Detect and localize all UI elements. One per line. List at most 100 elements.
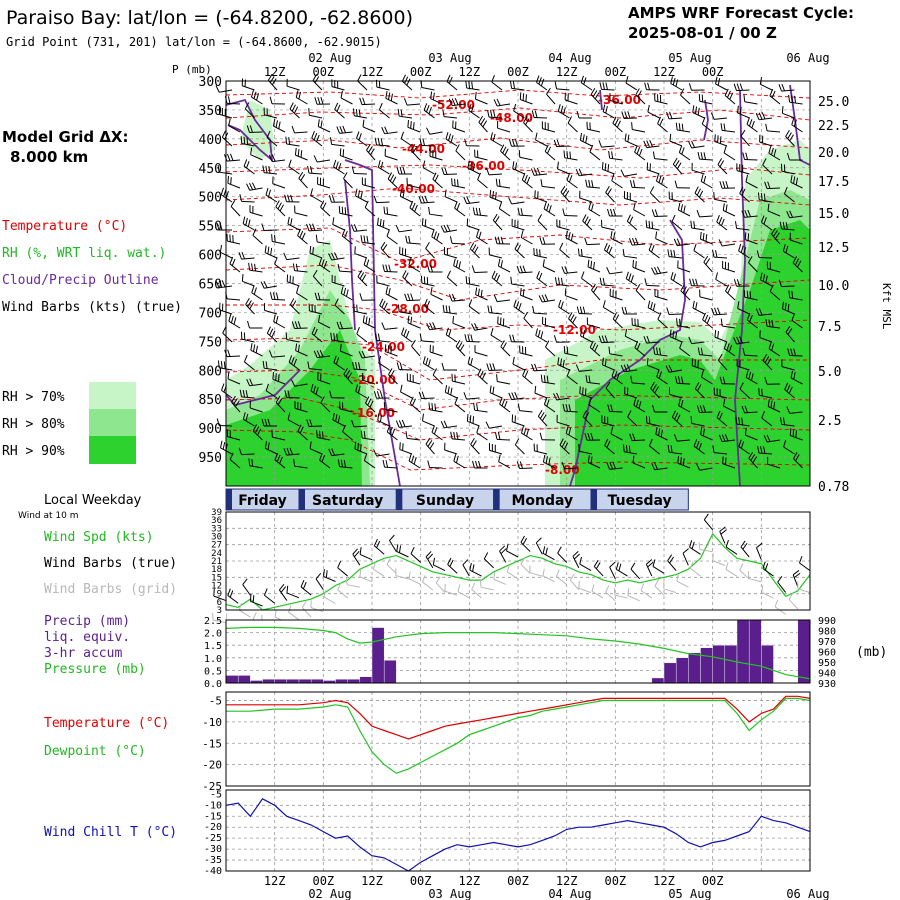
barb-feather	[493, 294, 498, 302]
barb-feather	[671, 214, 676, 222]
barb-feather	[454, 97, 459, 106]
barb-feather	[620, 364, 625, 373]
wind-speed-line	[225, 532, 811, 611]
precip-bar	[736, 619, 750, 684]
barb-feather	[332, 217, 335, 225]
barb-feather	[757, 192, 760, 200]
barb-staff	[792, 574, 799, 588]
wind-barb	[419, 138, 435, 147]
barb-staff	[655, 433, 668, 441]
wind-barb	[475, 229, 488, 245]
barb-staff	[422, 581, 434, 591]
barb-feather	[254, 426, 260, 434]
barb-feather	[500, 144, 505, 152]
wind-barb	[246, 125, 263, 133]
wind-barb	[748, 256, 758, 273]
wind-barb-true	[483, 552, 495, 569]
barb-feather	[755, 308, 760, 316]
wind-barb	[229, 256, 241, 273]
barb-feather	[491, 270, 496, 278]
wind-barb	[268, 350, 286, 358]
barb-feather	[679, 341, 683, 349]
barb-feather	[424, 219, 427, 227]
barb-staff	[536, 277, 548, 287]
barb-feather	[517, 207, 521, 216]
barb-staff	[308, 229, 323, 232]
barb-feather	[373, 538, 378, 546]
barb-feather	[654, 579, 660, 587]
wind-barb	[582, 410, 593, 427]
barb-staff	[287, 419, 300, 427]
wind-barb	[317, 314, 331, 329]
barb-feather	[503, 400, 508, 408]
barb-feather	[472, 440, 477, 447]
barb-feather	[557, 357, 560, 365]
wind-barb	[231, 395, 241, 413]
barb-feather	[478, 231, 482, 239]
wind-barb	[444, 385, 458, 399]
barb-feather	[669, 329, 672, 337]
barb-feather	[700, 369, 704, 378]
barb-feather	[536, 167, 541, 175]
barb-feather	[279, 456, 283, 464]
wind-barb	[563, 345, 578, 357]
barb-feather	[474, 91, 477, 100]
wind-barb	[560, 185, 570, 203]
barb-feather	[635, 283, 641, 291]
barb-staff	[789, 215, 803, 219]
barb-feather	[756, 250, 760, 258]
barb-feather	[238, 603, 242, 611]
barb-feather	[647, 82, 650, 90]
barb-staff	[519, 271, 533, 274]
precip-bar	[347, 679, 361, 684]
barb-feather	[275, 292, 279, 300]
barb-feather	[605, 185, 610, 193]
wind-barb	[307, 361, 323, 371]
barb-staff	[744, 215, 758, 218]
wind-tick-label: 21	[211, 557, 222, 567]
barb-staff	[295, 154, 308, 161]
wind-barb	[698, 93, 713, 105]
barb-staff	[542, 323, 556, 329]
barb-feather	[542, 568, 545, 576]
barb-feather	[433, 427, 438, 435]
barb-feather	[467, 160, 470, 169]
wind-barb	[666, 111, 683, 120]
wind-barb	[733, 279, 750, 287]
barb-staff	[564, 352, 578, 357]
barb-staff	[251, 292, 263, 301]
wind-barb	[756, 250, 773, 259]
barb-feather	[471, 582, 476, 590]
wind-barb	[311, 131, 323, 147]
barb-feather	[457, 179, 459, 187]
precip-bar	[286, 679, 300, 684]
barb-feather	[676, 238, 681, 246]
wind-barb-grid	[627, 588, 640, 602]
wind-barb	[767, 203, 781, 217]
barb-feather	[316, 430, 318, 438]
kft-tick-label: 10.0	[818, 279, 849, 294]
barb-staff	[781, 285, 795, 288]
barb-feather	[441, 362, 445, 371]
barb-feather	[385, 264, 388, 272]
wind-barb	[498, 201, 511, 217]
barb-feather	[468, 299, 473, 307]
wind-barb-grid	[457, 584, 470, 599]
barb-staff	[363, 322, 376, 329]
barb-staff	[407, 126, 421, 133]
wind-barb	[350, 224, 368, 232]
barb-feather	[534, 190, 536, 198]
barb-feather	[386, 425, 391, 433]
barb-staff	[400, 138, 413, 147]
wind-barb	[757, 192, 773, 203]
wind-barb	[386, 229, 398, 245]
barb-staff	[500, 150, 511, 161]
barb-feather	[355, 108, 358, 117]
barb-feather	[514, 242, 519, 250]
barb-feather	[331, 195, 335, 203]
barb-staff	[759, 394, 773, 399]
barb-feather	[459, 344, 465, 352]
barb-feather	[590, 260, 593, 269]
wind-barb-true	[499, 545, 507, 563]
